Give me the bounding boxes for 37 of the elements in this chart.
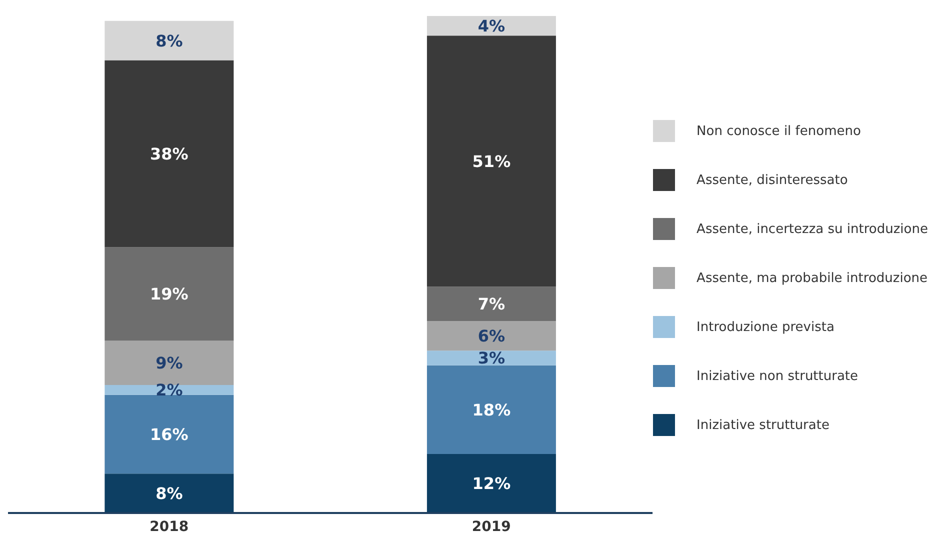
x-tick-label: 2019 <box>472 518 511 535</box>
data-label: 6% <box>478 326 506 346</box>
bar <box>104 247 234 341</box>
data-label: 8% <box>156 31 183 50</box>
legend-label: Iniziative non strutturate <box>696 368 858 384</box>
bar <box>104 20 234 60</box>
bar <box>426 16 556 36</box>
data-label: 12% <box>472 474 511 494</box>
data-label: 2% <box>156 380 183 400</box>
bar <box>426 365 556 454</box>
bar <box>426 36 556 287</box>
data-label: 16% <box>150 424 188 444</box>
data-label: 3% <box>478 348 506 368</box>
data-label: 8% <box>156 484 183 503</box>
legend-label: Non conosce il fenomeno <box>696 124 861 138</box>
bar <box>426 321 556 351</box>
bar <box>104 394 234 474</box>
data-label: 18% <box>472 400 511 420</box>
bar <box>104 385 234 395</box>
data-label: 7% <box>478 294 506 314</box>
legend-label: Introduzione prevista <box>696 320 834 334</box>
bar <box>104 60 234 248</box>
legend-label: Assente, disinteressato <box>696 172 848 188</box>
bar <box>426 350 556 366</box>
data-label: 38% <box>150 144 188 164</box>
bar <box>104 474 234 513</box>
bar <box>426 454 556 513</box>
x-tick-label: 2018 <box>150 518 189 535</box>
legend-label: Assente, ma probabile introduzione <box>696 270 928 286</box>
data-label: 9% <box>156 354 183 373</box>
data-label: 4% <box>478 16 506 36</box>
data-label: 51% <box>472 152 511 171</box>
legend-label: Assente, incertezza su introduzione <box>696 222 928 236</box>
bar <box>104 340 234 386</box>
legend-label: Iniziative strutturate <box>696 418 830 432</box>
data-label: 19% <box>150 284 188 304</box>
bar <box>426 286 556 322</box>
